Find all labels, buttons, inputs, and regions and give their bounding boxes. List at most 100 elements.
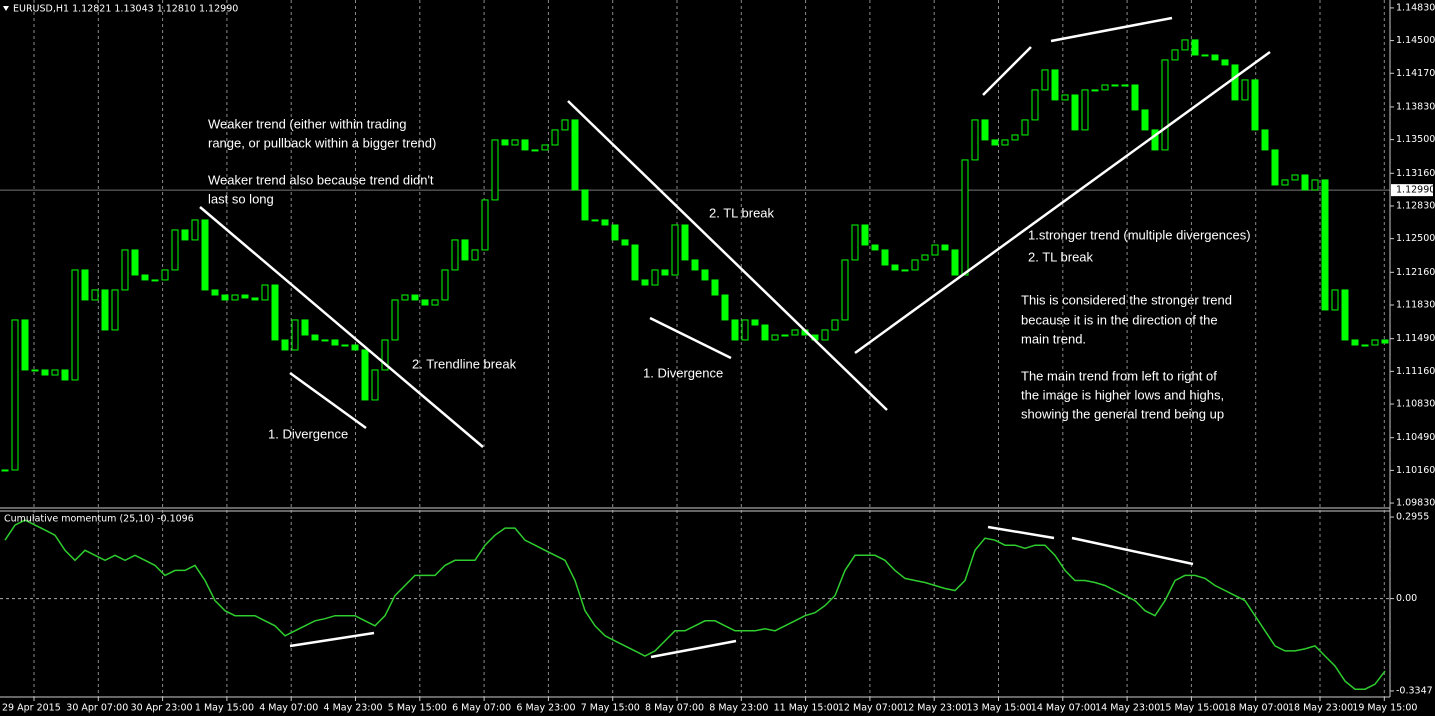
candle <box>621 239 629 246</box>
candle <box>721 294 729 321</box>
candle <box>861 224 869 246</box>
trendline <box>199 206 484 448</box>
menu-arrow[interactable] <box>3 6 9 11</box>
x-tick-label: 8 May 23:00 <box>709 703 768 714</box>
candle <box>711 279 719 296</box>
candle <box>971 119 979 161</box>
candle <box>731 319 739 341</box>
candle <box>651 269 659 286</box>
candle <box>211 289 219 296</box>
candle <box>1051 69 1059 101</box>
marks <box>1 39 1389 690</box>
candle <box>101 289 109 331</box>
candle <box>921 254 929 261</box>
candle <box>1141 109 1149 131</box>
candle <box>1231 64 1239 101</box>
divergence-line <box>650 639 737 659</box>
candle <box>1361 344 1369 347</box>
annotation: 1.stronger trend (multiple divergences) <box>1028 227 1251 242</box>
indicator-header: Cumulative momentum (25,10) -0.1096 <box>4 514 194 525</box>
candle <box>781 334 789 337</box>
annotation: The main trend from left to right of <box>1021 368 1217 383</box>
candle <box>31 369 39 372</box>
annotation: because it is in the direction of the <box>1021 312 1218 327</box>
annotation: showing the general trend being up <box>1021 406 1224 421</box>
y-tick-label: 1.12160 <box>1396 267 1435 278</box>
candle <box>351 344 359 351</box>
annotation: Weaker trend also because trend didn't <box>208 172 434 187</box>
divergence-line <box>1071 536 1194 566</box>
y-tick-label: 1.12830 <box>1396 200 1435 211</box>
candle <box>1151 129 1159 151</box>
candle <box>1031 89 1039 121</box>
candle <box>671 224 679 276</box>
annotation: range, or pullback within a bigger trend… <box>208 135 436 150</box>
x-tick-label: 4 May 07:00 <box>259 703 318 714</box>
candle <box>51 369 59 376</box>
x-tick-label: 4 May 23:00 <box>324 703 383 714</box>
candle <box>881 249 889 266</box>
candle <box>1061 94 1069 101</box>
candle <box>1111 84 1119 87</box>
candle <box>291 319 299 351</box>
y-tick-label: 1.11830 <box>1396 299 1435 310</box>
candle <box>821 329 829 341</box>
candle <box>761 324 769 341</box>
y-tick-label: 1.10830 <box>1396 399 1435 410</box>
candle <box>1081 89 1089 131</box>
y-tick-label: 1.12500 <box>1396 233 1435 244</box>
candle <box>751 319 759 326</box>
candle <box>641 279 649 286</box>
candle <box>441 269 449 301</box>
candle <box>1071 94 1079 131</box>
candle <box>1091 89 1099 92</box>
candle <box>331 339 339 346</box>
y-tick-label: -0.3347 <box>1396 685 1433 696</box>
x-tick-label: 30 Apr 23:00 <box>131 703 193 714</box>
candle <box>461 239 469 261</box>
candle <box>941 244 949 251</box>
candle <box>421 299 429 306</box>
candle <box>91 289 99 301</box>
trendline <box>854 50 1271 355</box>
candle <box>121 249 129 291</box>
candle <box>321 339 329 342</box>
candle <box>701 269 709 281</box>
y-tick-label: 0.2955 <box>1396 512 1429 523</box>
candle <box>431 299 439 306</box>
candle <box>381 339 389 371</box>
candle <box>981 119 989 141</box>
candle <box>631 244 639 281</box>
y-tick-label: 1.10160 <box>1396 465 1435 476</box>
divergence-line <box>289 631 375 648</box>
x-tick-label: 8 May 07:00 <box>645 703 704 714</box>
x-tick-label: 12 May 07:00 <box>838 703 903 714</box>
x-tick-label: 6 May 23:00 <box>516 703 575 714</box>
candle <box>1041 69 1049 91</box>
x-tick-label: 14 May 07:00 <box>1031 703 1096 714</box>
candle <box>1121 84 1129 87</box>
candle <box>581 189 589 221</box>
candle <box>911 259 919 271</box>
annotation: last so long <box>208 191 274 206</box>
y-tick-label: 1.13160 <box>1396 168 1435 179</box>
candle <box>871 244 879 251</box>
candle <box>931 244 939 256</box>
candle <box>1371 339 1379 346</box>
candle <box>561 119 569 131</box>
candle <box>691 259 699 271</box>
candle <box>41 369 49 376</box>
candle <box>1211 54 1219 61</box>
divergence-line <box>982 46 1032 96</box>
divergence-line <box>987 525 1055 540</box>
trendline <box>567 100 888 411</box>
candle <box>1221 59 1229 66</box>
annotation: 2. Trendline break <box>412 356 517 371</box>
divergence-line <box>649 316 732 360</box>
candle <box>1331 289 1339 311</box>
x-tick-label: 14 May 23:00 <box>1095 703 1160 714</box>
x-tick-label: 18 May 23:00 <box>1288 703 1353 714</box>
candle <box>471 249 479 261</box>
y-tick-label: 1.13830 <box>1396 101 1435 112</box>
